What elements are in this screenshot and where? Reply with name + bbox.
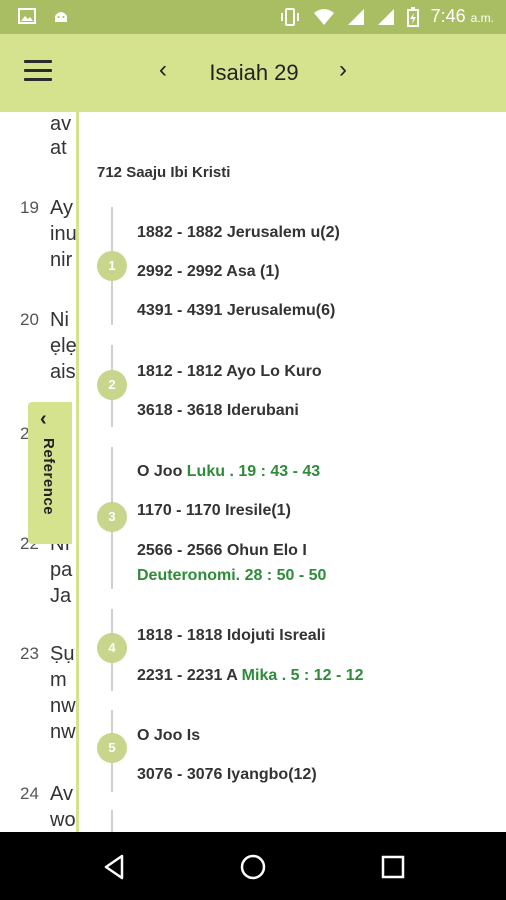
- signal-icon: [347, 8, 364, 25]
- scripture-link[interactable]: Mika . 5 : 12 - 12: [241, 667, 364, 684]
- recent-apps-square-icon[interactable]: [378, 852, 408, 882]
- timeline-line: [111, 810, 113, 832]
- signal-icon-2: [377, 8, 394, 25]
- android-icon: [55, 12, 67, 22]
- reference-item[interactable]: 1170 - 1170 Iresile(1): [137, 502, 291, 519]
- reference-item[interactable]: 1882 - 1882 Jerusalem u(2): [137, 224, 340, 241]
- reference-item[interactable]: 2231 - 2231 A Mika . 5 : 12 - 12: [137, 667, 364, 684]
- previous-chapter-button[interactable]: ‹: [159, 56, 167, 83]
- clock: 7:46 a.m.: [430, 6, 494, 26]
- scripture-link[interactable]: Deuteronomi. 28 : 50 - 50: [137, 567, 327, 584]
- group-badge: 5: [97, 733, 127, 763]
- reference-tab[interactable]: ‹ Reference: [28, 402, 72, 544]
- image-icon: [18, 8, 36, 24]
- system-nav-bar: [0, 832, 506, 900]
- vibrate-icon: [280, 7, 299, 26]
- group-badge: 1: [97, 251, 127, 281]
- reference-item[interactable]: O Joo Luku . 19 : 43 - 43: [137, 463, 321, 480]
- reference-item[interactable]: 1812 - 1812 Ayo Lo Kuro: [137, 363, 322, 380]
- group-badge: 4: [97, 633, 127, 663]
- reference-tab-label: Reference: [40, 438, 57, 516]
- back-triangle-icon[interactable]: [100, 852, 130, 882]
- chapter-title[interactable]: Isaiah 29: [209, 60, 299, 85]
- chevron-left-icon: ‹: [40, 408, 47, 430]
- hamburger-menu-icon[interactable]: [24, 60, 54, 84]
- reference-item[interactable]: 2992 - 2992 Asa (1): [137, 263, 280, 280]
- status-bar: 7:46 a.m.: [0, 0, 506, 34]
- reference-item[interactable]: 4391 - 4391 Jerusalemu(6): [137, 302, 336, 319]
- reference-item[interactable]: 1818 - 1818 Idojuti Isreali: [137, 627, 326, 644]
- reference-item[interactable]: 3618 - 3618 Iderubani: [137, 402, 299, 419]
- home-circle-icon[interactable]: [238, 852, 268, 882]
- reference-item[interactable]: 3076 - 3076 Iyangbo(12): [137, 766, 317, 783]
- reference-panel: 712 Saaju Ibi Kristi 1 1882 - 1882 Jerus…: [76, 112, 506, 832]
- next-chapter-button[interactable]: ›: [339, 56, 347, 83]
- reference-item[interactable]: O Joo Is: [137, 727, 201, 744]
- group-badge: 2: [97, 370, 127, 400]
- reference-item[interactable]: 2566 - 2566 Ohun Elo I: [137, 542, 307, 559]
- panel-title: 712 Saaju Ibi Kristi: [97, 164, 231, 181]
- app-header: ‹ Isaiah 29 ›: [0, 34, 506, 112]
- battery-charging-icon: [406, 6, 419, 27]
- group-badge: 3: [97, 502, 127, 532]
- wifi-icon: [313, 8, 334, 25]
- scripture-link[interactable]: Luku . 19 : 43 - 43: [186, 463, 321, 480]
